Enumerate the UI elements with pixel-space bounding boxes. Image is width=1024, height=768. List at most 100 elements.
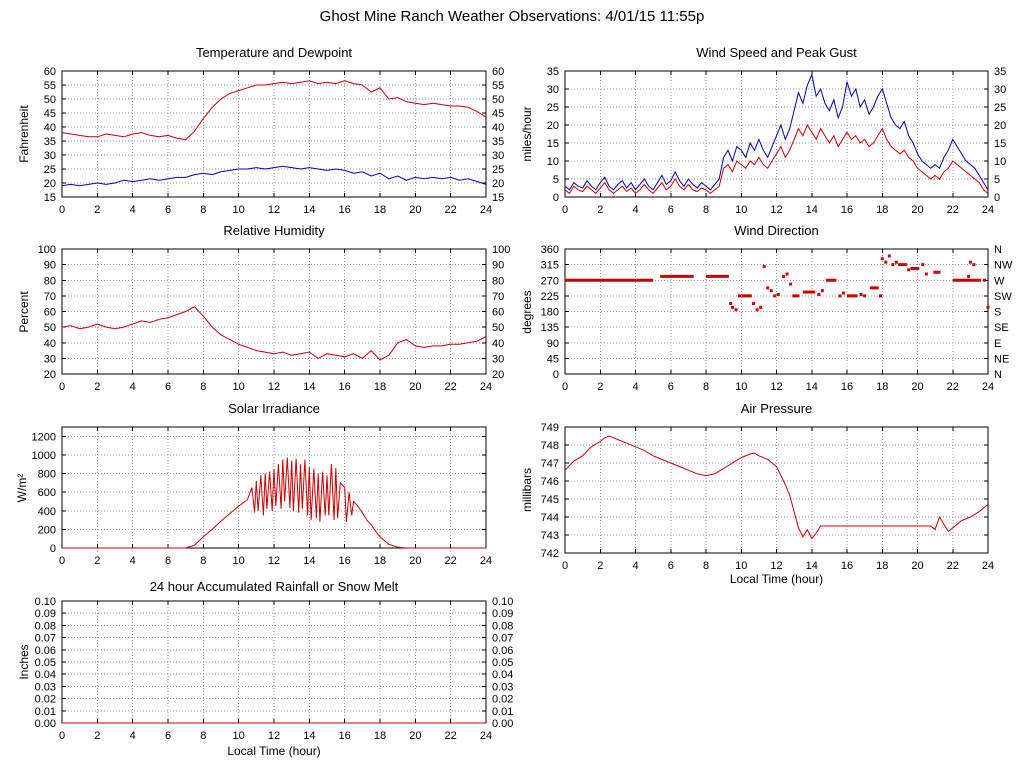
svg-text:22: 22	[445, 204, 457, 216]
svg-text:4: 4	[130, 381, 136, 393]
y-axis-label-percent: Percent	[17, 291, 31, 333]
svg-text:0: 0	[553, 192, 559, 204]
svg-text:30: 30	[994, 84, 1006, 96]
svg-text:80: 80	[492, 275, 504, 287]
svg-text:24: 24	[480, 555, 492, 567]
svg-text:0.02: 0.02	[35, 694, 56, 706]
chart-title-relative-humidity: Relative Humidity	[223, 223, 325, 238]
svg-text:18: 18	[374, 555, 386, 567]
svg-text:0.04: 0.04	[492, 669, 513, 681]
svg-text:0.01: 0.01	[492, 706, 513, 718]
svg-text:600: 600	[38, 487, 56, 499]
svg-text:0: 0	[59, 204, 65, 216]
svg-text:50: 50	[492, 322, 504, 334]
svg-text:6: 6	[165, 555, 171, 567]
svg-text:25: 25	[44, 164, 56, 176]
svg-text:80: 80	[44, 275, 56, 287]
svg-text:24: 24	[982, 204, 994, 216]
svg-text:16: 16	[339, 555, 351, 567]
svg-text:0.00: 0.00	[492, 718, 513, 730]
svg-text:25: 25	[492, 164, 504, 176]
svg-text:70: 70	[44, 291, 56, 303]
x-axis-label-rainfall: Local Time (hour)	[227, 744, 321, 758]
svg-text:NE: NE	[994, 353, 1009, 365]
svg-text:743: 743	[541, 530, 559, 542]
svg-text:2: 2	[597, 560, 603, 572]
svg-text:14: 14	[806, 560, 818, 572]
svg-text:35: 35	[44, 136, 56, 148]
svg-text:16: 16	[841, 381, 853, 393]
svg-text:70: 70	[492, 291, 504, 303]
svg-text:14: 14	[303, 730, 315, 742]
svg-text:360: 360	[541, 244, 559, 256]
svg-text:10: 10	[735, 381, 747, 393]
svg-text:60: 60	[44, 66, 56, 78]
svg-text:16: 16	[339, 204, 351, 216]
svg-text:20: 20	[911, 204, 923, 216]
svg-text:20: 20	[409, 381, 421, 393]
svg-text:0.02: 0.02	[492, 694, 513, 706]
svg-text:45: 45	[492, 108, 504, 120]
svg-text:15: 15	[547, 138, 559, 150]
svg-text:20: 20	[492, 369, 504, 381]
svg-text:50: 50	[44, 94, 56, 106]
svg-text:6: 6	[668, 381, 674, 393]
svg-text:30: 30	[547, 84, 559, 96]
svg-text:20: 20	[44, 369, 56, 381]
svg-text:SE: SE	[994, 322, 1009, 334]
svg-text:20: 20	[911, 560, 923, 572]
svg-text:135: 135	[541, 322, 559, 334]
svg-text:5: 5	[553, 174, 559, 186]
svg-text:24: 24	[480, 204, 492, 216]
chart-title-temperature-dewpoint: Temperature and Dewpoint	[195, 45, 353, 60]
svg-text:400: 400	[38, 506, 56, 518]
svg-text:6: 6	[668, 560, 674, 572]
svg-text:4: 4	[632, 560, 638, 572]
svg-text:745: 745	[541, 494, 559, 506]
svg-text:100: 100	[38, 244, 56, 256]
svg-text:747: 747	[541, 458, 559, 470]
svg-text:20: 20	[409, 204, 421, 216]
svg-text:2: 2	[94, 730, 100, 742]
svg-text:NW: NW	[994, 260, 1013, 272]
svg-text:2: 2	[597, 381, 603, 393]
svg-text:0: 0	[59, 730, 65, 742]
svg-text:8: 8	[200, 730, 206, 742]
svg-text:E: E	[994, 338, 1001, 350]
y-axis-label-miles-hour: miles/hour	[520, 106, 534, 162]
svg-text:15: 15	[492, 192, 504, 204]
svg-text:30: 30	[492, 353, 504, 365]
svg-text:55: 55	[492, 80, 504, 92]
svg-text:N: N	[994, 369, 1002, 381]
svg-text:10: 10	[735, 560, 747, 572]
svg-text:45: 45	[547, 353, 559, 365]
svg-text:10: 10	[233, 381, 245, 393]
svg-text:8: 8	[200, 381, 206, 393]
svg-text:30: 30	[44, 150, 56, 162]
svg-text:22: 22	[947, 204, 959, 216]
svg-text:0.06: 0.06	[492, 645, 513, 657]
svg-text:14: 14	[303, 555, 315, 567]
svg-text:800: 800	[38, 469, 56, 481]
svg-text:10: 10	[233, 555, 245, 567]
svg-text:0.10: 0.10	[35, 596, 56, 608]
svg-text:4: 4	[632, 204, 638, 216]
svg-text:0: 0	[59, 555, 65, 567]
chart-title-wind-speed: Wind Speed and Peak Gust	[696, 45, 857, 60]
svg-text:0: 0	[994, 192, 1000, 204]
y-axis-label-wm2: W/m²	[15, 473, 29, 503]
svg-text:0.08: 0.08	[492, 620, 513, 632]
svg-text:50: 50	[44, 322, 56, 334]
svg-text:20: 20	[44, 178, 56, 190]
svg-text:0.05: 0.05	[35, 657, 56, 669]
svg-text:10: 10	[735, 204, 747, 216]
svg-text:14: 14	[806, 381, 818, 393]
svg-text:6: 6	[668, 204, 674, 216]
svg-text:40: 40	[44, 338, 56, 350]
svg-text:2: 2	[94, 381, 100, 393]
svg-text:8: 8	[200, 204, 206, 216]
svg-text:22: 22	[947, 560, 959, 572]
svg-text:24: 24	[982, 560, 994, 572]
svg-text:748: 748	[541, 440, 559, 452]
svg-text:60: 60	[492, 307, 504, 319]
